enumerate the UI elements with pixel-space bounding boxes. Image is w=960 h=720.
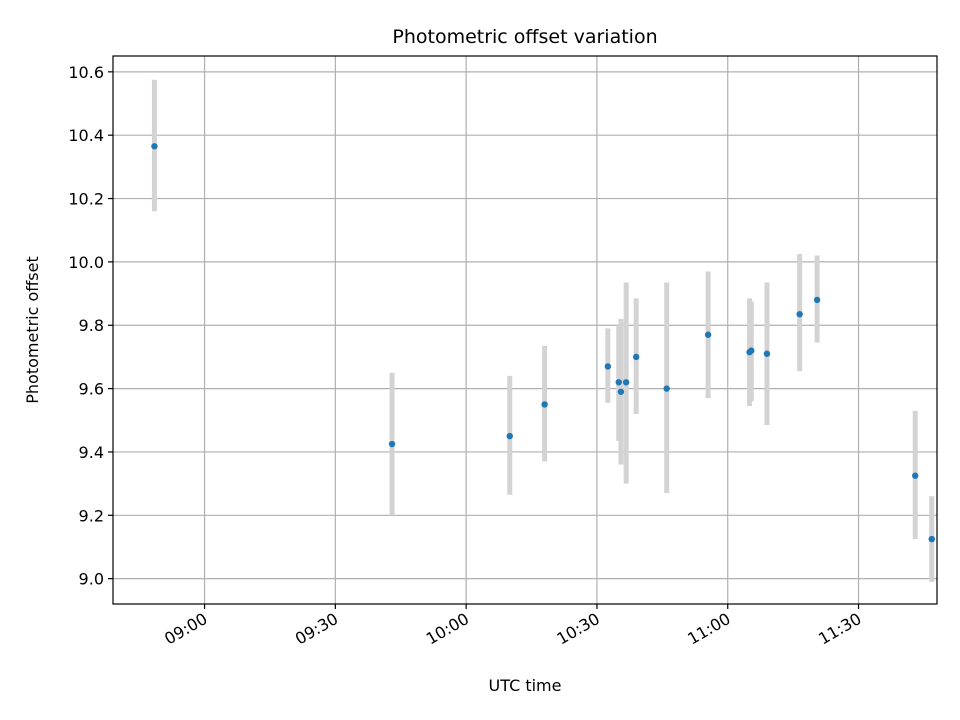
y-tick-label: 9.0	[79, 570, 104, 589]
data-point	[622, 379, 630, 386]
data-point	[541, 401, 548, 408]
data-points	[151, 143, 935, 543]
data-point	[151, 143, 158, 150]
y-tick-label: 9.4	[79, 443, 104, 462]
data-point	[388, 440, 396, 448]
y-tick-label: 10.2	[68, 190, 104, 209]
grid	[113, 56, 937, 604]
data-point	[813, 296, 821, 304]
data-point	[615, 379, 622, 386]
y-axis-ticks: 9.0 9.2 9.4 9.6 9.8 10.0 10.2 10.4 10.6	[68, 63, 113, 589]
y-tick-label: 9.8	[79, 316, 104, 335]
y-tick-label: 10.4	[68, 126, 104, 145]
y-tick-label: 10.6	[68, 63, 104, 82]
data-point	[604, 363, 612, 370]
data-point	[748, 347, 755, 354]
chart-title: Photometric offset variation	[392, 26, 657, 48]
data-point	[704, 331, 712, 338]
y-tick-label: 9.2	[79, 506, 104, 525]
data-point	[506, 432, 513, 440]
y-axis-title: Photometric offset	[23, 256, 42, 404]
data-point	[632, 353, 640, 361]
x-axis-title: UTC time	[489, 676, 562, 695]
plot-frame	[112, 55, 938, 605]
data-point	[928, 535, 935, 543]
data-point	[617, 388, 625, 395]
data-point	[663, 385, 670, 392]
data-point	[796, 310, 803, 318]
data-point	[912, 472, 919, 479]
y-tick-label: 9.6	[79, 380, 104, 399]
data-point	[763, 350, 771, 357]
y-tick-label: 10.0	[68, 253, 104, 272]
